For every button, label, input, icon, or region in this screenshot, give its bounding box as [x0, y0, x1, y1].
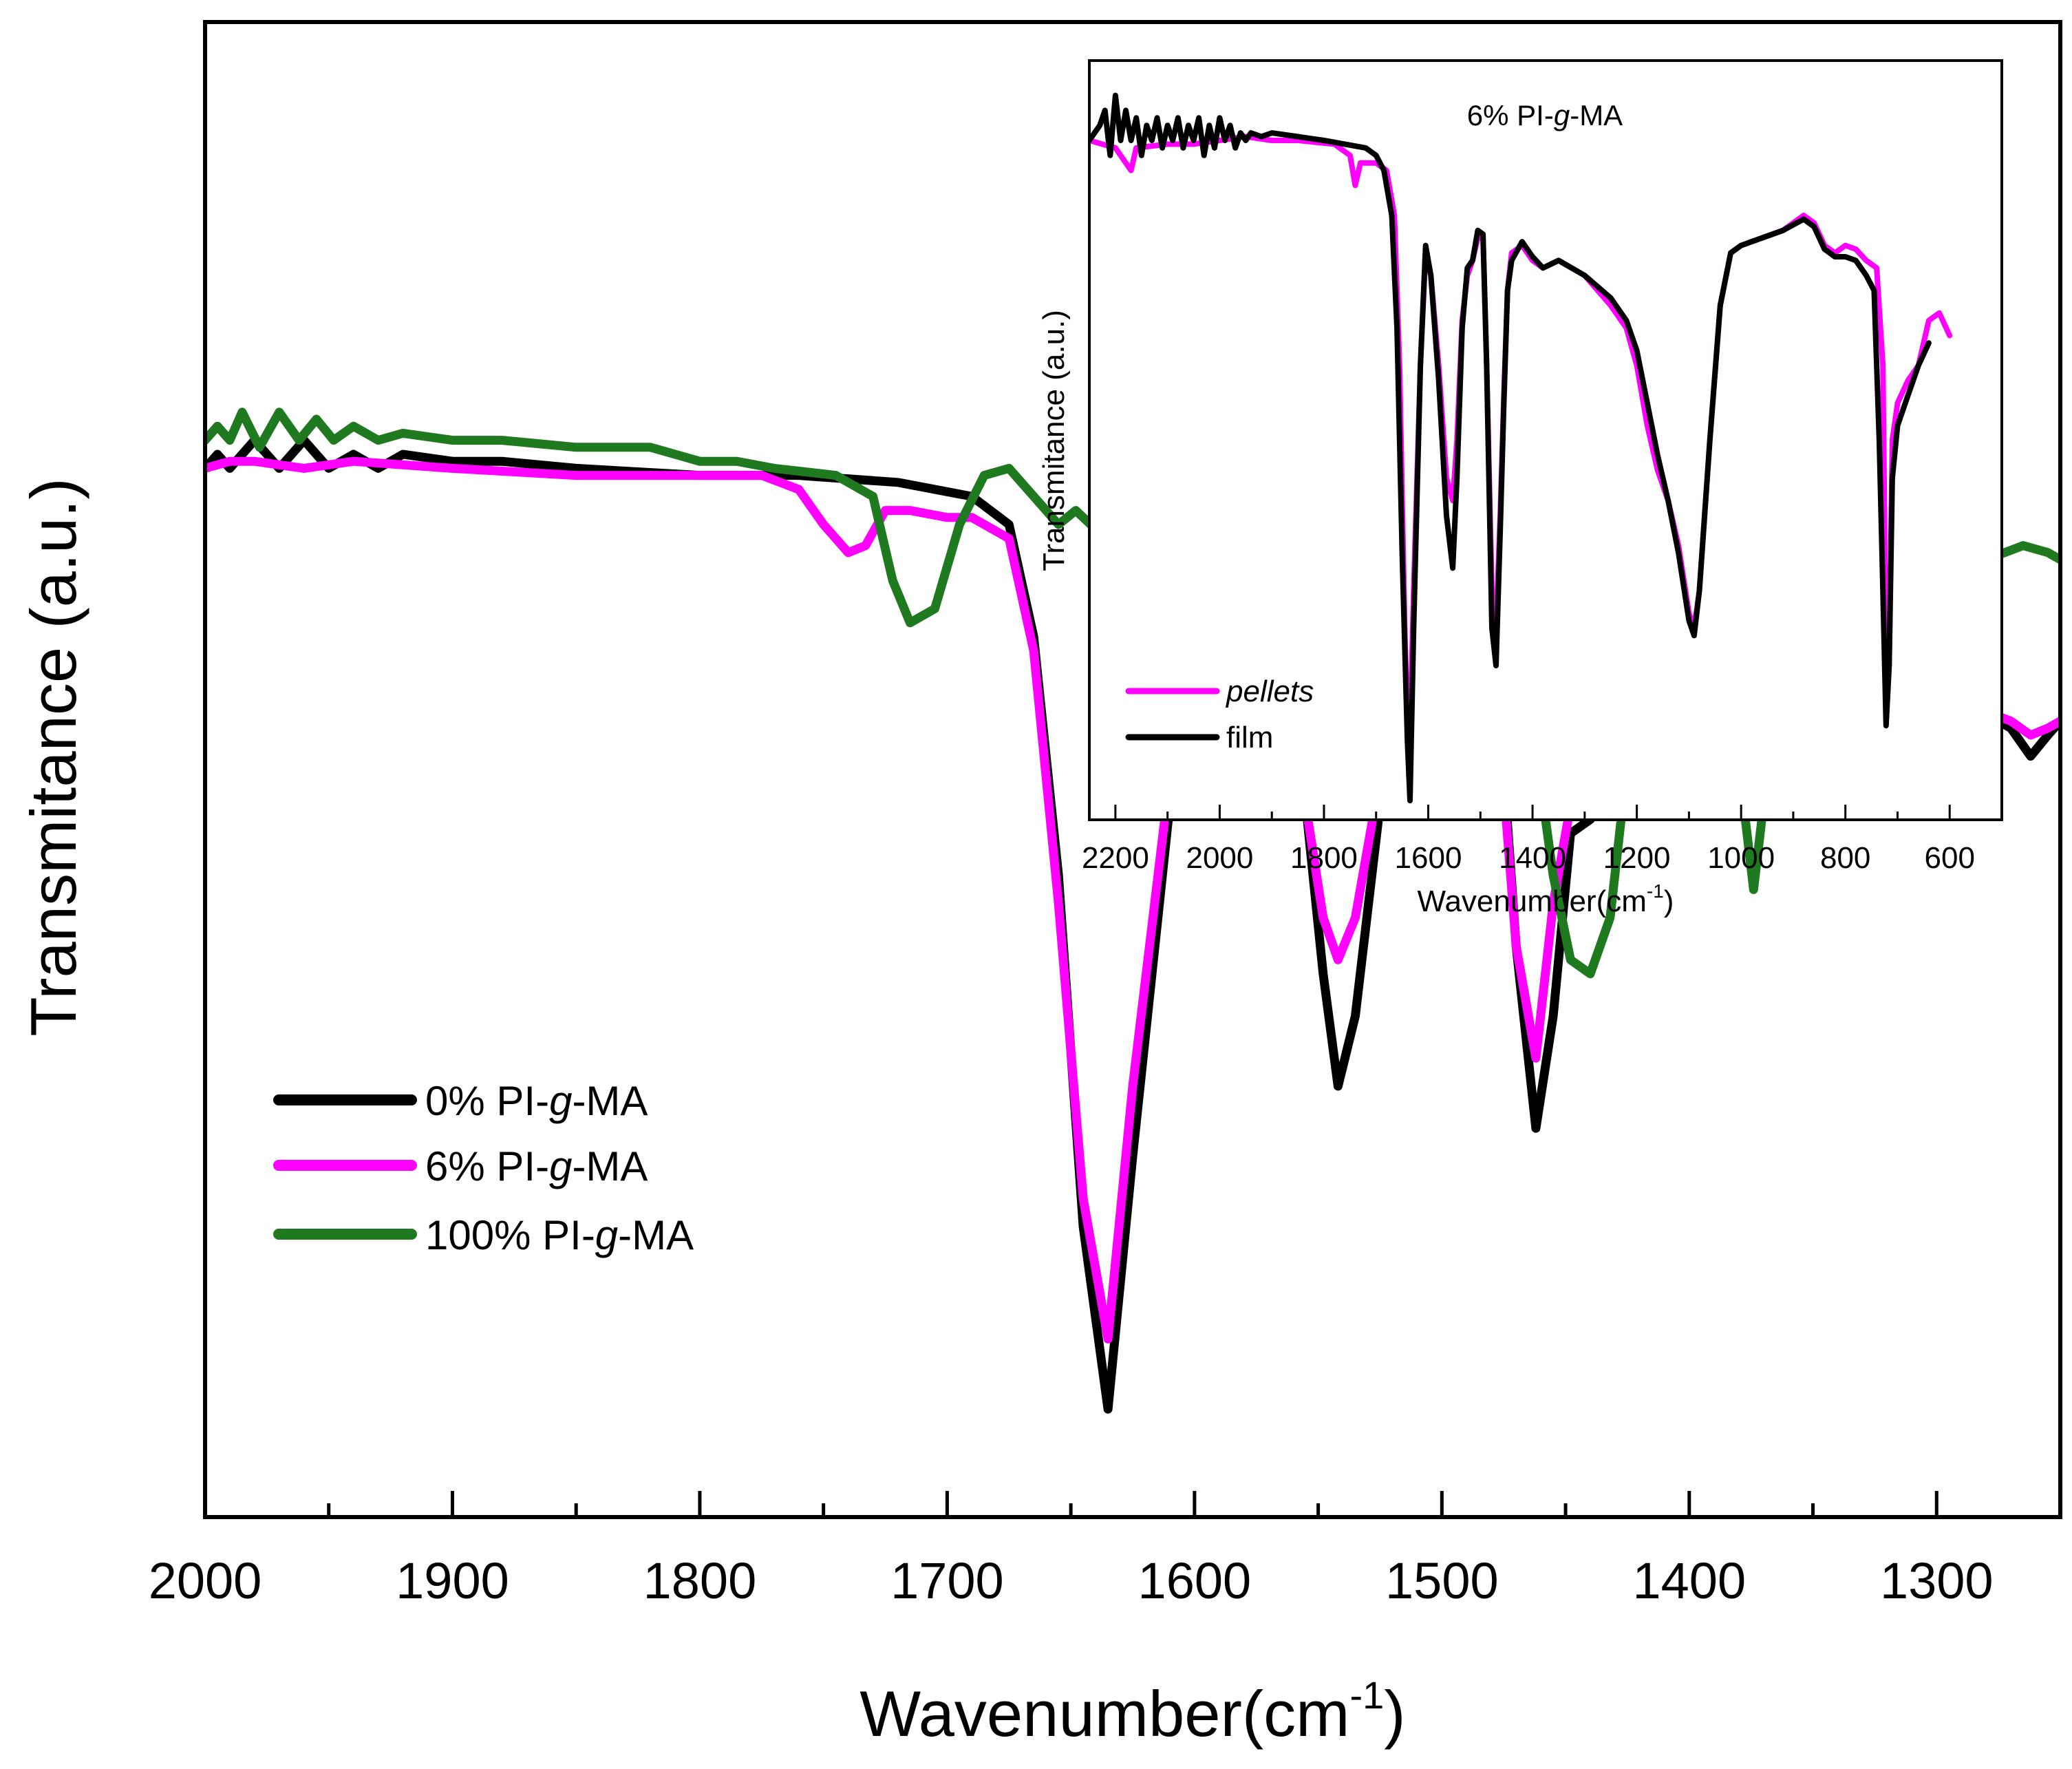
legend-label-0pct-suffix: -MA [572, 1078, 648, 1124]
main-x-tick-label: 1400 [1632, 1552, 1746, 1609]
legend-label-100pct-italic: g [595, 1212, 618, 1258]
inset-plot-frame [1088, 59, 2003, 821]
inset-title-prefix: 6% PI- [1467, 99, 1554, 131]
inset-x-tick-label: 800 [1820, 841, 1870, 875]
inset-x-tick-label: 1200 [1603, 841, 1671, 875]
inset-x-tick-label: 600 [1925, 841, 1975, 875]
inset-x-tick-label: 2000 [1186, 841, 1253, 875]
legend-label-0pct-italic: g [549, 1078, 572, 1124]
inset-x-tick-label: 1800 [1290, 841, 1358, 875]
inset-x-tick-labels: 2200 2000 1800 1600 1400 1200 1000 800 600 [1082, 841, 1975, 875]
inset-x-axis-label-close: ) [1664, 884, 1674, 918]
legend-label-6pct-prefix: 6% PI- [425, 1143, 549, 1189]
legend-label-6pct-italic: g [549, 1143, 572, 1189]
legend-label-6pct: 6% PI-g-MA [425, 1143, 648, 1189]
legend-label-100pct-suffix: -MA [618, 1212, 694, 1258]
main-x-tick-label: 1700 [890, 1552, 1004, 1609]
inset-x-tick-label: 1400 [1499, 841, 1566, 875]
inset-title: 6% PI-g-MA [1467, 99, 1623, 131]
inset-x-tick-label: 1000 [1707, 841, 1775, 875]
main-legend: 0% PI-g-MA 6% PI-g-MA 100% PI-g-MA [273, 1078, 694, 1258]
legend-label-100pct-prefix: 100% PI- [425, 1212, 595, 1258]
main-x-axis-label-text: Wavenumber(cm [859, 1677, 1349, 1750]
inset-series-group [1089, 92, 1953, 804]
inset-background [1089, 61, 2002, 820]
inset-series-line-film [1089, 92, 1932, 804]
legend-label-100pct: 100% PI-g-MA [425, 1212, 694, 1258]
inset-x-axis-label: Wavenumber(cm-1) [1418, 880, 1674, 918]
inset-x-axis-label-sup: -1 [1647, 880, 1664, 902]
inset-x-tick-label: 2200 [1082, 841, 1149, 875]
main-x-axis-label-close: ) [1384, 1677, 1405, 1750]
main-x-tick-label: 1600 [1138, 1552, 1252, 1609]
main-x-axis-label-sup: -1 [1350, 1673, 1385, 1717]
inset-title-suffix: -MA [1570, 99, 1623, 131]
inset-chart: 2200 2000 1800 1600 1400 1200 1000 800 600 6% PI… [1037, 59, 2003, 918]
main-x-tick-label: 2000 [149, 1552, 262, 1609]
main-x-tick-labels: 2000 1900 1800 1700 1600 1500 1400 1300 [149, 1552, 1994, 1609]
inset-legend-label-pellets: pellets [1225, 675, 1314, 708]
main-x-tick-label: 1900 [396, 1552, 509, 1609]
inset-legend: pellets film [1125, 675, 1314, 754]
main-y-axis-label: Transmitance (a.u.) [17, 478, 89, 1036]
legend-label-6pct-suffix: -MA [572, 1143, 648, 1189]
main-x-tick-label: 1800 [643, 1552, 757, 1609]
legend-label-0pct: 0% PI-g-MA [425, 1078, 648, 1124]
inset-title-italic: g [1554, 99, 1570, 131]
main-x-tick-label: 1300 [1880, 1552, 1994, 1609]
inset-x-ticks [1114, 805, 2003, 820]
inset-x-axis-label-text: Wavenumber(cm [1418, 884, 1647, 918]
legend-label-0pct-prefix: 0% PI- [425, 1078, 549, 1124]
inset-x-tick-label: 1600 [1395, 841, 1462, 875]
main-x-tick-label: 1500 [1385, 1552, 1499, 1609]
main-x-axis-label: Wavenumber(cm-1) [859, 1673, 1405, 1750]
main-x-ticks [203, 1491, 2062, 1517]
inset-y-axis-label: Transmitance (a.u.) [1037, 310, 1071, 571]
main-plot-frame [203, 20, 2062, 1519]
inset-legend-label-film: film [1226, 721, 1273, 754]
